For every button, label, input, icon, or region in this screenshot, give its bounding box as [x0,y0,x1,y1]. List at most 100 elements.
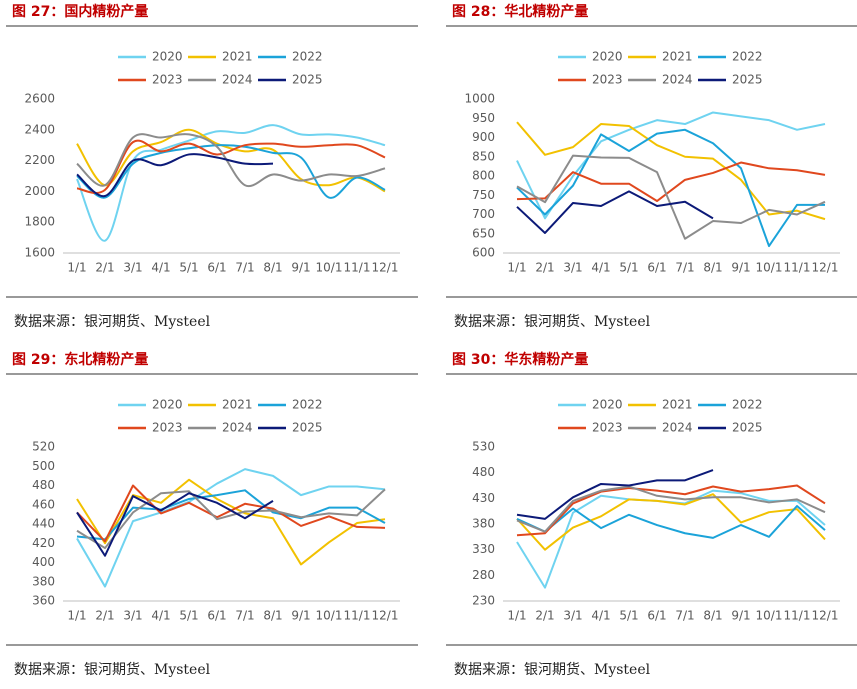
series-line [516,493,826,551]
x-tick-label: 6/1 [207,609,226,623]
legend-label: 2020 [152,50,183,64]
series-line [76,153,274,198]
series-line [516,121,826,221]
x-tick-label: 11/1 [784,609,811,623]
y-tick-label: 280 [472,568,495,582]
y-tick-label: 440 [32,517,55,531]
y-tick-label: 420 [32,536,55,550]
y-tick-label: 1800 [24,215,55,229]
legend-label: 2025 [732,73,763,87]
x-tick-label: 5/1 [179,609,198,623]
y-tick-label: 2600 [24,92,55,106]
y-tick-label: 650 [472,226,495,240]
legend-label: 2024 [222,73,253,87]
x-tick-label: 2/1 [95,261,114,275]
x-tick-label: 2/1 [95,609,114,623]
legend-label: 2025 [732,421,763,435]
y-tick-label: 2400 [24,122,55,136]
x-tick-label: 7/1 [235,261,254,275]
x-tick-label: 12/1 [372,261,399,275]
legend-label: 2020 [592,50,623,64]
series-line [76,488,386,550]
series-line [76,124,386,242]
x-tick-label: 4/1 [151,609,170,623]
chart-title: 图 29：东北精粉产量 [12,351,148,368]
legend-label: 2025 [292,73,323,87]
y-tick-label: 1000 [464,92,495,106]
x-tick-label: 4/1 [591,609,610,623]
legend-label: 2023 [592,421,623,435]
y-tick-label: 900 [472,130,495,144]
x-tick-label: 7/1 [675,261,694,275]
x-tick-label: 2/1 [535,609,554,623]
x-tick-label: 12/1 [812,261,839,275]
series-line [516,128,825,248]
series-line [516,469,714,520]
x-tick-label: 3/1 [563,261,582,275]
chart-title: 图 30：华东精粉产量 [452,351,588,368]
legend-label: 2021 [222,398,253,412]
x-tick-label: 3/1 [563,609,582,623]
series-line [516,111,826,220]
series-line [76,128,386,193]
x-tick-label: 3/1 [123,609,142,623]
source: 数据来源：银河期货、Mysteel [454,661,651,678]
chart-title: 图 27：国内精粉产量 [12,3,148,20]
legend-label: 2022 [732,50,763,64]
chart-title: 图 28：华北精粉产量 [452,3,588,20]
legend-label: 2022 [292,50,323,64]
x-tick-label: 12/1 [812,609,839,623]
source: 数据来源：银河期货、Mysteel [14,661,211,678]
y-tick-label: 480 [472,465,495,479]
x-tick-label: 5/1 [619,609,638,623]
series-line [516,154,826,240]
x-tick-label: 6/1 [647,261,666,275]
y-tick-label: 330 [472,542,495,556]
x-tick-label: 4/1 [591,261,610,275]
series-line [516,505,826,539]
source: 数据来源：银河期货、Mysteel [454,313,651,330]
legend-label: 2020 [152,398,183,412]
x-tick-label: 6/1 [207,261,226,275]
y-tick-label: 850 [472,149,495,163]
y-tick-label: 360 [32,594,55,608]
y-tick-label: 2000 [24,184,55,198]
series-line [516,484,826,537]
series-line [516,161,826,203]
x-tick-label: 5/1 [179,261,198,275]
x-tick-label: 9/1 [291,609,310,623]
y-tick-label: 400 [32,555,55,569]
legend-label: 2023 [152,73,183,87]
legend-label: 2024 [662,421,693,435]
y-tick-label: 700 [472,207,495,221]
series-line [516,485,826,533]
x-tick-label: 10/1 [316,261,343,275]
series-line [76,468,386,588]
x-tick-label: 4/1 [151,261,170,275]
y-tick-label: 460 [32,497,55,511]
y-tick-label: 1600 [24,246,55,260]
y-tick-label: 2200 [24,153,55,167]
x-tick-label: 11/1 [344,609,371,623]
x-tick-label: 7/1 [675,609,694,623]
x-tick-label: 8/1 [263,261,282,275]
x-tick-label: 1/1 [507,609,526,623]
y-tick-label: 800 [472,169,495,183]
legend-label: 2023 [592,73,623,87]
series-line [76,133,386,188]
x-tick-label: 9/1 [291,261,310,275]
x-tick-label: 1/1 [507,261,526,275]
y-tick-label: 530 [472,440,495,454]
y-tick-label: 750 [472,188,495,202]
series-line [516,190,714,234]
x-tick-label: 10/1 [756,261,783,275]
x-tick-label: 2/1 [535,261,554,275]
y-tick-label: 500 [32,459,55,473]
y-tick-label: 950 [472,111,495,125]
x-tick-label: 1/1 [67,609,86,623]
series-line [76,492,274,557]
